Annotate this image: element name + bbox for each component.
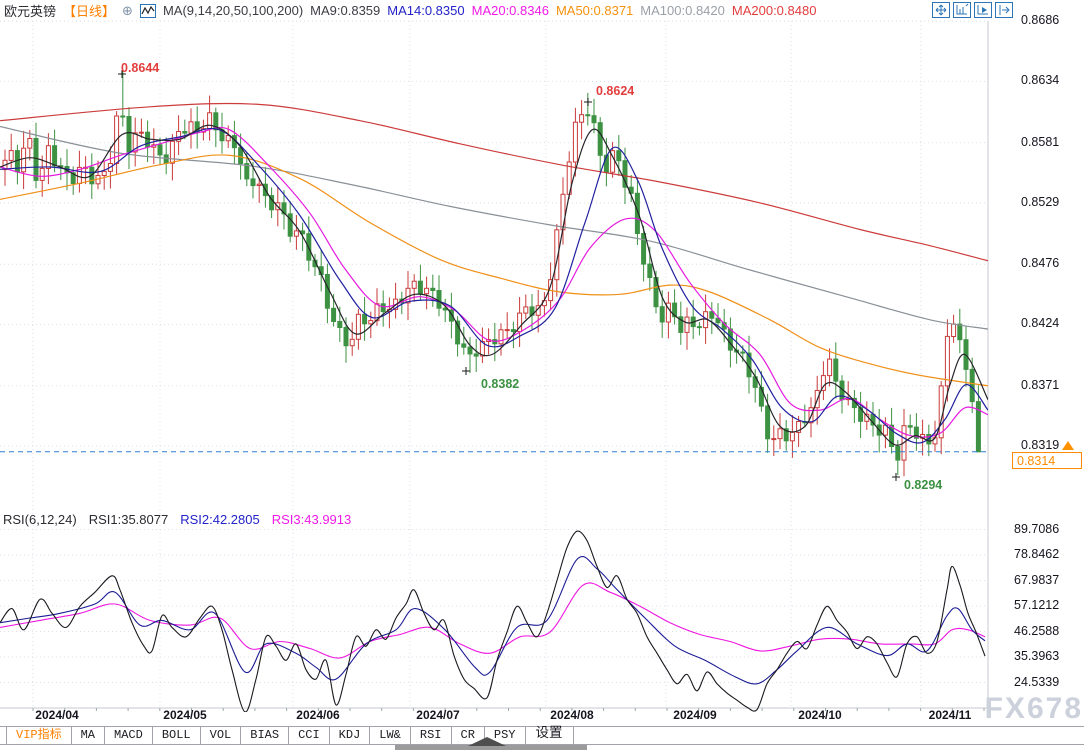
taskbar-fragment [395,745,587,750]
gridlines [0,20,989,711]
ma50-line [0,154,988,387]
ma200-value: MA200:0.8480 [731,3,817,18]
tab-macd[interactable]: MACD [104,727,153,744]
chart-header: 欧元英镑 【日线】 ⊕ MA(9,14,20,50,100,200) MA9:0… [0,0,816,21]
tab-kdj[interactable]: KDJ [328,727,371,744]
ma50-value: MA50:0.8371 [555,3,634,18]
watermark: FX678 [984,692,1083,725]
rsi-settings-label: RSI(6,12,24) [3,512,77,527]
tab-vol[interactable]: VOL [199,727,242,744]
chart-window-controls [932,2,1013,18]
ma20-value: MA20:0.8346 [471,3,549,18]
tab-cci[interactable]: CCI [288,727,330,744]
ma14-value: MA14:0.8350 [387,3,465,18]
rsi1-value: RSI1:35.8077 [88,512,169,527]
ma9-value: MA9:0.8359 [310,3,381,18]
axis-scale-icon[interactable] [953,2,971,18]
ma9-line [0,124,988,446]
tab-rsi[interactable]: RSI [409,727,452,744]
tab-lw[interactable]: LW& [369,727,411,744]
annotation-markers [118,70,900,481]
current-price-box: 0.8314 [1012,452,1082,469]
pan-tool-icon[interactable] [932,2,950,18]
candlesticks [2,69,981,477]
axis-play-icon[interactable] [974,2,992,18]
ma-settings-label: MA(9,14,20,50,100,200) [162,3,304,18]
rsi2-line [0,556,986,685]
add-indicator-icon[interactable]: ⊕ [122,2,133,18]
period-label[interactable]: 【日线】 [63,4,116,19]
ma14-line [0,127,988,444]
ma100-value: MA100:0.8420 [640,3,725,18]
symbol-title: 欧元英镑 [4,4,57,19]
ma200-line [0,102,988,262]
tab-vip-indicators[interactable]: VIP指标 [6,727,72,744]
tab-boll[interactable]: BOLL [151,727,201,744]
rsi3-value: RSI3:43.9913 [271,512,352,527]
rsi2-value: RSI2:42.2805 [180,512,260,527]
indicator-tab-bar: VIP指标 MA MACD BOLL VOL BIAS CCI KDJ LW& RSI CR PSY 设… [0,726,1084,745]
rsi1-line [0,530,986,712]
collapse-panel-icon[interactable] [995,2,1013,18]
rsi-header: RSI(6,12,24) RSI1:35.8077 RSI2:42.2805 R… [3,512,351,527]
taskbar-arrow [468,737,506,746]
tab-ma[interactable]: MA [70,727,106,744]
tab-settings[interactable]: 设置 [524,727,574,744]
tab-bias[interactable]: BIAS [240,727,290,744]
ma100-line [0,125,988,330]
current-price-value: 0.8314 [1017,454,1056,468]
price-marker-arrow-icon [1062,441,1074,450]
chart-type-icon[interactable] [139,3,156,18]
